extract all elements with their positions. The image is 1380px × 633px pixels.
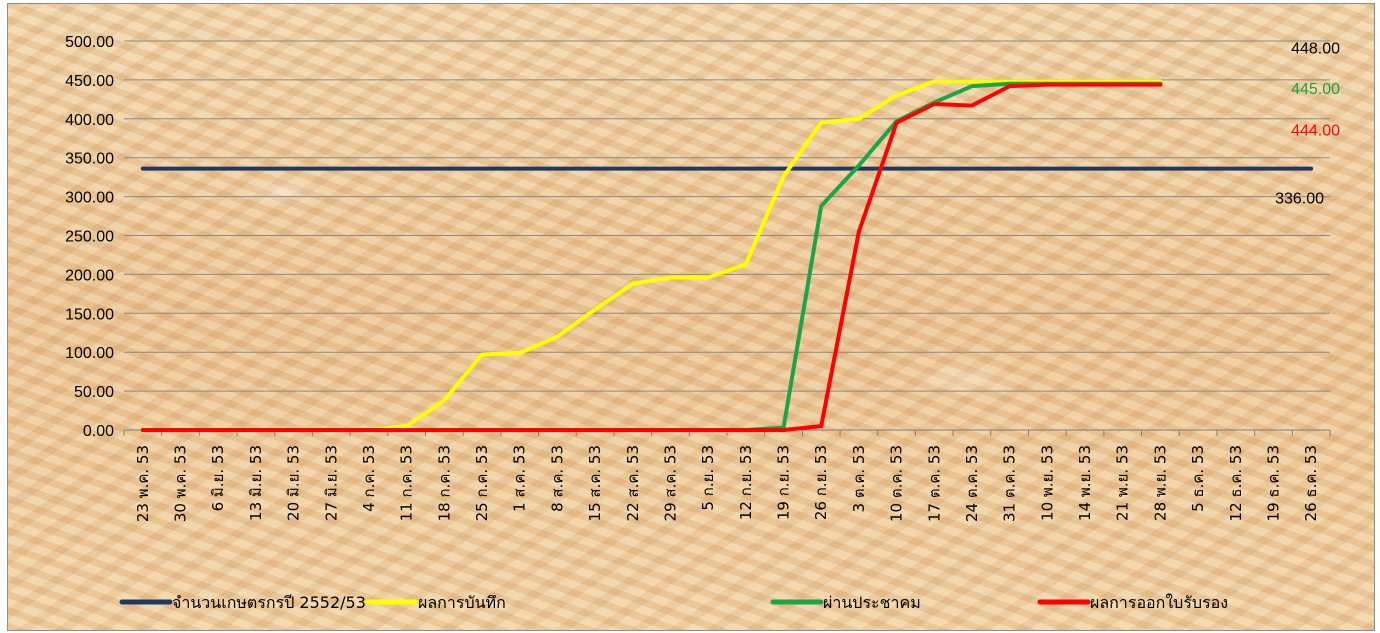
y-tick-label: 500.00 <box>65 34 114 51</box>
x-tick-label: 12 ก.ย. 53 <box>737 445 755 520</box>
x-tick-label: 5 ก.ย. 53 <box>699 445 717 511</box>
x-tick-label: 17 ต.ค. 53 <box>925 445 943 522</box>
x-tick-label: 23 พ.ค. 53 <box>134 445 152 522</box>
x-axis: 23 พ.ค. 53 30 พ.ค. 53 6 มิ.ย. 53 13 มิ.ย. 5… <box>123 429 1331 522</box>
x-tick-label: 5 ธ.ค. 53 <box>1189 445 1207 512</box>
legend-label: จำนวนเกษตรกรปี 2552/53 <box>172 593 366 612</box>
data-label: 445.00 <box>1291 81 1340 98</box>
series-lines <box>140 79 1314 432</box>
y-tick-label: 350.00 <box>65 151 114 168</box>
data-end-labels: 336.00 448.00 445.00 444.00 <box>1275 40 1340 207</box>
x-tick-label: 28 พ.ย. 53 <box>1151 445 1169 521</box>
x-tick-label: 26 ก.ย. 53 <box>812 445 830 520</box>
y-axis: 0.00 50.00 100.00 150.00 200.00 250.00 300.00 3… <box>65 34 114 440</box>
x-tick-label: 6 มิ.ย. 53 <box>209 445 227 511</box>
x-tick-label: 30 พ.ค. 53 <box>172 445 190 522</box>
line-chart: 0.00 50.00 100.00 150.00 200.00 250.00 300.00 3… <box>65 34 1340 612</box>
y-tick-label: 200.00 <box>65 267 114 284</box>
data-label: 448.00 <box>1291 40 1340 57</box>
x-tick-label: 25 ก.ค. 53 <box>473 445 491 521</box>
gridlines <box>124 40 1330 431</box>
y-tick-label: 250.00 <box>65 229 114 246</box>
x-tick-label: 11 ก.ค. 53 <box>398 445 416 521</box>
y-tick-label: 100.00 <box>65 345 114 362</box>
y-tick-label: 150.00 <box>65 306 114 323</box>
legend-label: ผลการออกใบรับรอง <box>1090 593 1228 612</box>
x-tick-label: 4 ก.ค. 53 <box>360 445 378 512</box>
x-tick-label: 10 ต.ค. 53 <box>888 445 906 522</box>
series-line <box>140 82 1163 432</box>
data-label: 336.00 <box>1275 191 1324 208</box>
x-tick-label: 31 ต.ค. 53 <box>1001 445 1019 522</box>
x-tick-label: 8 ส.ค. 53 <box>548 445 566 512</box>
series-line <box>140 79 1163 432</box>
y-tick-label: 0.00 <box>83 423 114 440</box>
x-tick-label: 24 ต.ค. 53 <box>963 445 981 522</box>
y-tick-label: 400.00 <box>65 112 114 129</box>
legend-label: ผ่านประชาคม <box>823 593 921 612</box>
series-line <box>140 81 1163 432</box>
x-tick-label: 1 ส.ค. 53 <box>511 445 529 512</box>
legend: จำนวนเกษตรกรปี 2552/53 ผลการบันทึก ผ่านประ… <box>119 593 1228 612</box>
x-tick-label: 21 พ.ย. 53 <box>1114 445 1132 521</box>
x-tick-label: 18 ก.ค. 53 <box>435 445 453 521</box>
x-tick-label: 13 มิ.ย. 53 <box>247 445 265 521</box>
y-tick-label: 50.00 <box>74 384 114 401</box>
x-tick-label: 14 พ.ย. 53 <box>1076 445 1094 521</box>
data-label: 444.00 <box>1291 123 1340 140</box>
x-tick-label: 19 ก.ย. 53 <box>775 445 793 520</box>
x-tick-label: 19 ธ.ค. 53 <box>1264 445 1282 521</box>
x-tick-label: 15 ส.ค. 53 <box>586 445 604 521</box>
x-tick-label: 22 ส.ค. 53 <box>624 445 642 521</box>
x-tick-label: 3 ต.ค. 53 <box>850 445 868 512</box>
y-tick-label: 450.00 <box>65 73 114 90</box>
legend-label: ผลการบันทึก <box>418 593 506 612</box>
x-tick-label: 26 ธ.ค. 53 <box>1302 445 1320 521</box>
x-tick-label: 27 มิ.ย. 53 <box>322 445 340 521</box>
x-tick-label: 10 พ.ย. 53 <box>1038 445 1056 521</box>
y-tick-label: 300.00 <box>65 190 114 207</box>
x-tick-label: 29 ส.ค. 53 <box>661 445 679 521</box>
x-tick-label: 12 ธ.ค. 53 <box>1227 445 1245 521</box>
chart-frame: 0.00 50.00 100.00 150.00 200.00 250.00 300.00 3… <box>7 3 1375 631</box>
x-tick-label: 20 มิ.ย. 53 <box>285 445 303 521</box>
